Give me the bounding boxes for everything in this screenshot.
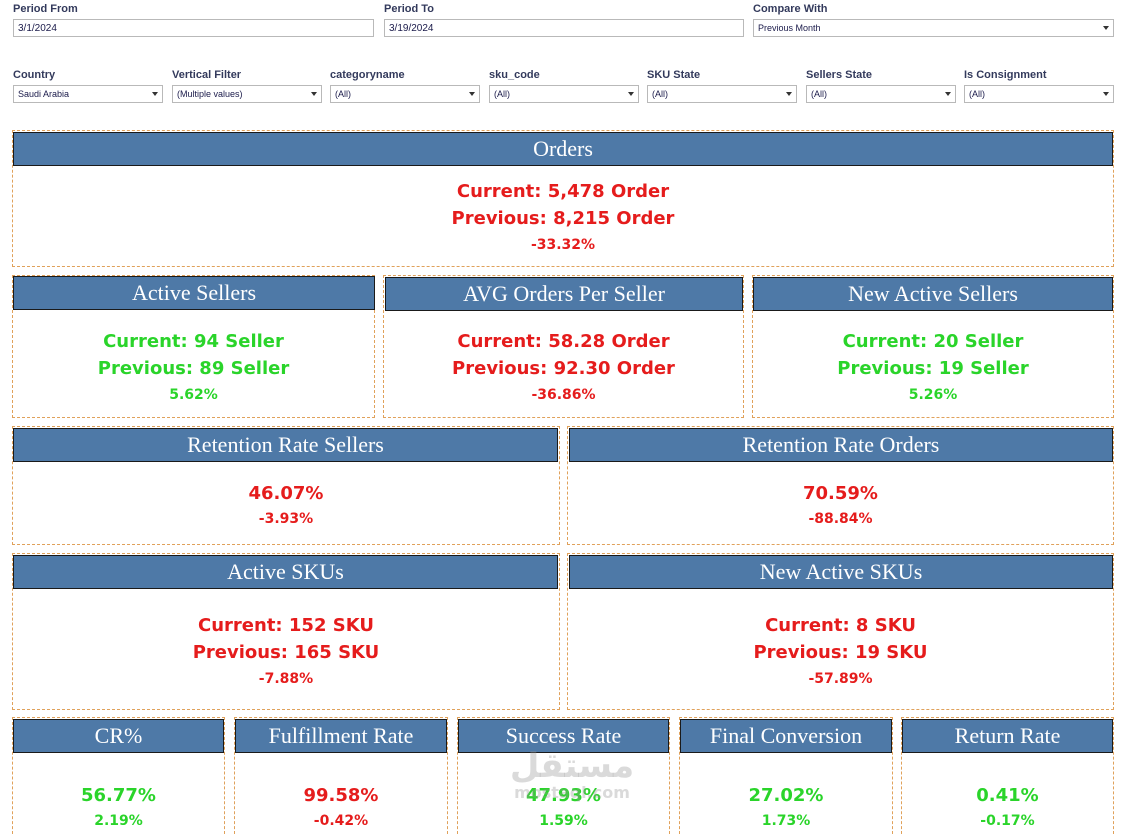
return-rate-value: 0.41%: [976, 785, 1039, 806]
active-sellers-title: Active Sellers: [13, 276, 375, 310]
active-skus-card: Active SKUs Current: 152 SKU Previous: 1…: [12, 553, 560, 710]
sellers-state-dropdown[interactable]: (All): [806, 85, 956, 103]
final-conversion-card: Final Conversion 27.02% 1.73%: [679, 717, 893, 835]
sku-state-dropdown[interactable]: (All): [647, 85, 797, 103]
new-active-skus-change: -57.89%: [808, 671, 873, 687]
compare-with-value: Previous Month: [758, 23, 821, 33]
avg-orders-change: -36.86%: [531, 387, 596, 403]
is-consignment-dropdown[interactable]: (All): [964, 85, 1114, 103]
vertical-filter-dropdown[interactable]: (Multiple values): [172, 85, 322, 103]
return-rate-card: Return Rate 0.41% -0.17%: [901, 717, 1114, 835]
retention-orders-change: -88.84%: [808, 511, 873, 527]
success-rate-change: 1.59%: [539, 813, 588, 829]
retention-sellers-card: Retention Rate Sellers 46.07% -3.93%: [12, 426, 560, 545]
sku-code-label: sku_code: [489, 69, 540, 81]
fulfillment-rate-card: Fulfillment Rate 99.58% -0.42%: [234, 717, 448, 835]
chevron-down-icon: [786, 92, 792, 96]
period-to-input[interactable]: 3/19/2024: [384, 19, 744, 37]
new-active-skus-previous: Previous: 19 SKU: [753, 642, 928, 663]
chevron-down-icon: [1103, 26, 1109, 30]
orders-card: Orders Current: 5,478 Order Previous: 8,…: [12, 130, 1114, 267]
active-skus-change: -7.88%: [258, 671, 314, 687]
return-rate-change: -0.17%: [980, 813, 1035, 829]
new-active-sellers-title: New Active Sellers: [753, 277, 1113, 311]
chevron-down-icon: [311, 92, 317, 96]
categoryname-dropdown[interactable]: (All): [330, 85, 480, 103]
avg-orders-card: AVG Orders Per Seller Current: 58.28 Ord…: [383, 275, 744, 418]
new-active-skus-current: Current: 8 SKU: [765, 615, 916, 636]
active-sellers-current: Current: 94 Seller: [103, 331, 284, 352]
success-rate-card: Success Rate 47.93% 1.59%: [457, 717, 670, 835]
sellers-state-value: (All): [811, 89, 827, 99]
active-sellers-change: 5.62%: [169, 387, 218, 403]
orders-title: Orders: [13, 132, 1113, 166]
final-conversion-value: 27.02%: [748, 785, 824, 806]
country-dropdown[interactable]: Saudi Arabia: [13, 85, 163, 103]
active-skus-previous: Previous: 165 SKU: [192, 642, 380, 663]
country-label: Country: [13, 69, 56, 81]
fulfillment-rate-change: -0.42%: [313, 813, 369, 829]
sellers-state-label: Sellers State: [806, 69, 873, 81]
new-active-sellers-change: 5.26%: [908, 387, 958, 403]
new-active-skus-card: New Active SKUs Current: 8 SKU Previous:…: [567, 553, 1114, 710]
success-rate-value: 47.93%: [526, 785, 601, 806]
chevron-down-icon: [152, 92, 158, 96]
is-consignment-value: (All): [969, 89, 985, 99]
orders-change: -33.32%: [530, 237, 596, 253]
chevron-down-icon: [469, 92, 475, 96]
cr-change: 2.19%: [94, 813, 143, 829]
retention-orders-value: 70.59%: [803, 483, 878, 504]
new-active-sellers-current: Current: 20 Seller: [842, 331, 1024, 352]
compare-with-dropdown[interactable]: Previous Month: [753, 19, 1114, 37]
new-active-sellers-previous: Previous: 19 Seller: [837, 358, 1029, 379]
chevron-down-icon: [628, 92, 634, 96]
orders-current: Current: 5,478 Order: [456, 181, 670, 202]
orders-previous: Previous: 8,215 Order: [451, 208, 675, 229]
return-rate-title: Return Rate: [902, 719, 1113, 753]
active-skus-current: Current: 152 SKU: [198, 615, 374, 636]
categoryname-value: (All): [335, 89, 351, 99]
retention-sellers-value: 46.07%: [248, 483, 324, 504]
period-to-label: Period To: [384, 3, 434, 15]
active-skus-title: Active SKUs: [13, 555, 558, 589]
avg-orders-current: Current: 58.28 Order: [457, 331, 670, 352]
retention-sellers-title: Retention Rate Sellers: [13, 428, 558, 462]
new-active-skus-title: New Active SKUs: [569, 555, 1113, 589]
sku-code-value: (All): [494, 89, 510, 99]
active-sellers-card: Active Sellers Current: 94 Seller Previo…: [12, 275, 375, 418]
categoryname-label: categoryname: [330, 69, 405, 81]
country-value: Saudi Arabia: [18, 89, 70, 99]
cr-title: CR%: [13, 719, 224, 753]
compare-with-label: Compare With: [753, 3, 828, 15]
active-sellers-previous: Previous: 89 Seller: [97, 358, 290, 379]
sku-state-label: SKU State: [647, 69, 701, 81]
new-active-sellers-card: New Active Sellers Current: 20 Seller Pr…: [752, 275, 1114, 418]
chevron-down-icon: [945, 92, 951, 96]
retention-sellers-change: -3.93%: [258, 511, 314, 527]
final-conversion-title: Final Conversion: [680, 719, 892, 753]
vertical-filter-label: Vertical Filter: [172, 69, 242, 81]
retention-orders-title: Retention Rate Orders: [569, 428, 1113, 462]
fulfillment-rate-title: Fulfillment Rate: [235, 719, 447, 753]
cr-card: CR% 56.77% 2.19%: [12, 717, 225, 835]
period-from-label: Period From: [13, 3, 78, 15]
is-consignment-label: Is Consignment: [964, 69, 1047, 81]
success-rate-title: Success Rate: [458, 719, 669, 753]
sku-code-dropdown[interactable]: (All): [489, 85, 639, 103]
final-conversion-change: 1.73%: [761, 813, 811, 829]
vertical-filter-value: (Multiple values): [177, 89, 243, 99]
fulfillment-rate-value: 99.58%: [303, 785, 379, 806]
avg-orders-title: AVG Orders Per Seller: [385, 277, 743, 311]
retention-orders-card: Retention Rate Orders 70.59% -88.84%: [567, 426, 1114, 545]
period-from-input[interactable]: 3/1/2024: [13, 19, 374, 37]
sku-state-value: (All): [652, 89, 668, 99]
cr-value: 56.77%: [81, 785, 156, 806]
avg-orders-previous: Previous: 92.30 Order: [452, 358, 675, 379]
chevron-down-icon: [1103, 92, 1109, 96]
